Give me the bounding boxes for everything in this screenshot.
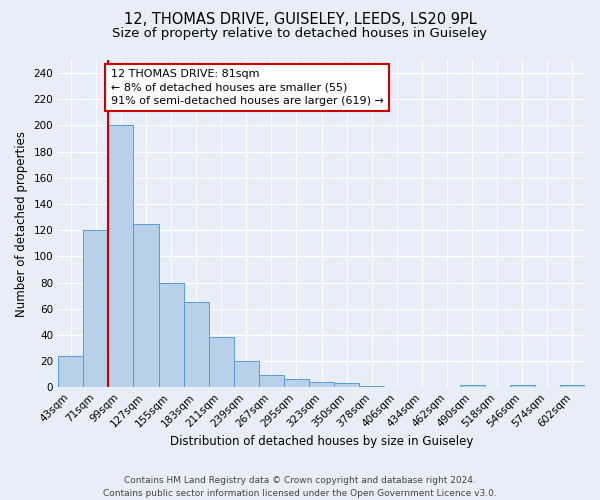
Bar: [133, 224, 158, 387]
Bar: [560, 384, 585, 387]
Text: Size of property relative to detached houses in Guiseley: Size of property relative to detached ho…: [113, 28, 487, 40]
Bar: [209, 338, 234, 387]
Bar: [83, 230, 109, 387]
Bar: [284, 380, 309, 387]
Bar: [510, 384, 535, 387]
Bar: [334, 384, 359, 387]
Bar: [460, 384, 485, 387]
Bar: [58, 356, 83, 387]
Bar: [109, 126, 133, 387]
X-axis label: Distribution of detached houses by size in Guiseley: Distribution of detached houses by size …: [170, 434, 473, 448]
Bar: [359, 386, 385, 387]
Bar: [309, 382, 334, 387]
Text: 12, THOMAS DRIVE, GUISELEY, LEEDS, LS20 9PL: 12, THOMAS DRIVE, GUISELEY, LEEDS, LS20 …: [124, 12, 476, 28]
Bar: [184, 302, 209, 387]
Y-axis label: Number of detached properties: Number of detached properties: [15, 130, 28, 316]
Bar: [234, 361, 259, 387]
Text: Contains HM Land Registry data © Crown copyright and database right 2024.
Contai: Contains HM Land Registry data © Crown c…: [103, 476, 497, 498]
Bar: [158, 282, 184, 387]
Text: 12 THOMAS DRIVE: 81sqm
← 8% of detached houses are smaller (55)
91% of semi-deta: 12 THOMAS DRIVE: 81sqm ← 8% of detached …: [111, 69, 384, 106]
Bar: [259, 376, 284, 387]
